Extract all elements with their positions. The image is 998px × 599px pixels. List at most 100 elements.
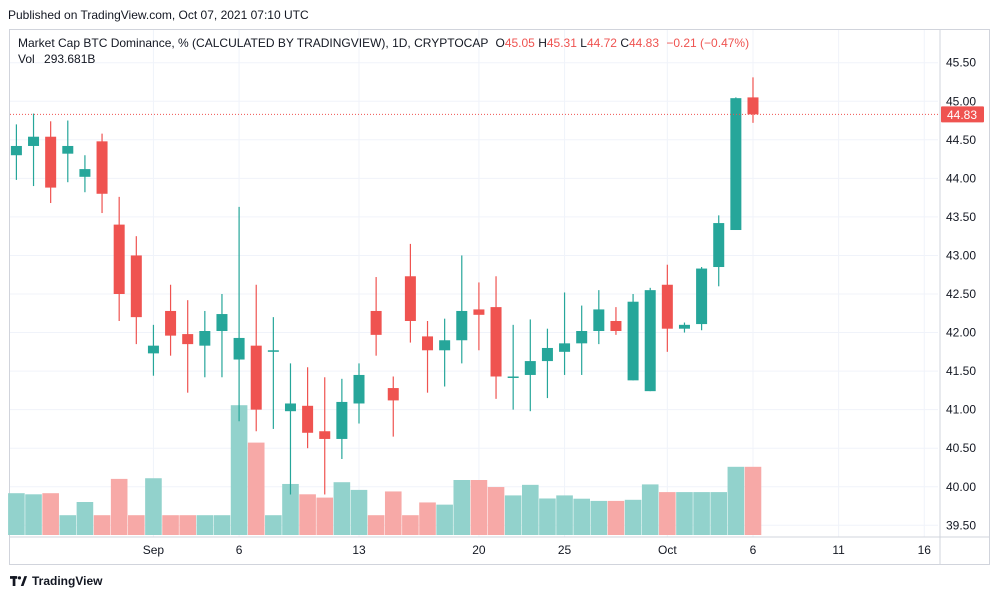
- candle-body: [644, 290, 656, 392]
- brand-name: TradingView: [32, 574, 103, 588]
- candle-body: [541, 347, 553, 362]
- volume-bar: [436, 504, 453, 535]
- x-tick-label: Sep: [143, 543, 165, 557]
- published-note: Published on TradingView.com, Oct 07, 20…: [8, 8, 309, 22]
- volume-bar: [265, 515, 282, 535]
- candle-body: [250, 345, 262, 410]
- volume-bar: [487, 487, 505, 535]
- y-tick-label: 41.50: [946, 364, 976, 378]
- volume-bar: [744, 466, 762, 535]
- y-tick-label: 43.00: [946, 248, 976, 262]
- volume-bar: [282, 483, 299, 535]
- volume-bar: [384, 491, 402, 535]
- volume-bar: [419, 502, 436, 535]
- candle-body: [267, 350, 279, 352]
- candle-body: [696, 268, 708, 325]
- candle-body: [439, 340, 451, 351]
- y-tick-label: 44.00: [946, 171, 976, 185]
- volume-bar: [659, 492, 676, 535]
- candle-body: [319, 431, 331, 439]
- x-tick-label: 6: [236, 543, 243, 557]
- footer-brand[interactable]: TradingView: [10, 574, 102, 588]
- last-price-label: 44.83: [947, 108, 977, 122]
- volume-bar: [504, 495, 522, 535]
- y-tick-label: 40.00: [946, 480, 976, 494]
- volume-bar: [316, 497, 334, 535]
- candle-body: [62, 145, 74, 154]
- candle-body: [678, 324, 690, 329]
- candle-body: [661, 284, 673, 329]
- volume-bar: [522, 484, 539, 535]
- candle-body: [370, 310, 382, 335]
- candle-body: [627, 301, 639, 381]
- y-tick-label: 39.50: [946, 518, 976, 532]
- volume-bar: [110, 478, 128, 535]
- candle-body: [130, 255, 142, 318]
- x-tick-label: 20: [472, 543, 486, 557]
- volume-bar: [333, 482, 351, 535]
- y-tick-label: 42.50: [946, 287, 976, 301]
- chart-title: Market Cap BTC Dominance, % (CALCULATED …: [18, 36, 489, 50]
- volume-bar: [607, 500, 625, 535]
- y-tick-label: 43.50: [946, 210, 976, 224]
- volume-bar: [539, 498, 556, 535]
- volume-bar: [367, 515, 385, 535]
- candle-body: [284, 403, 296, 412]
- x-tick-label: 6: [750, 543, 757, 557]
- candle-body: [302, 405, 314, 433]
- volume-value: 293.681B: [44, 52, 96, 66]
- high-label: H: [538, 36, 547, 50]
- volume-bar: [93, 515, 111, 535]
- volume-bar: [710, 492, 728, 535]
- candle-body: [10, 145, 22, 156]
- candle-body: [456, 310, 468, 341]
- candle-body: [747, 97, 759, 115]
- volume-bar: [556, 495, 573, 535]
- volume-bar: [573, 498, 590, 535]
- candle-body: [199, 331, 211, 346]
- open-label: O: [495, 36, 505, 50]
- candle-body: [730, 98, 742, 231]
- volume-bar: [162, 515, 179, 535]
- y-tick-label: 41.00: [946, 403, 976, 417]
- candle-body: [96, 141, 108, 194]
- y-tick-label: 44.50: [946, 133, 976, 147]
- volume-bar: [8, 493, 25, 535]
- high-value: 45.31: [546, 36, 577, 50]
- open-value: 45.05: [504, 36, 535, 50]
- x-tick-label: 13: [352, 543, 366, 557]
- low-value: 44.72: [586, 36, 617, 50]
- volume-bar: [727, 466, 745, 535]
- x-tick-label: 16: [918, 543, 932, 557]
- candle-body: [165, 310, 177, 336]
- volume-bar: [128, 515, 145, 535]
- candle-body: [147, 345, 159, 354]
- volume-bar: [196, 515, 214, 535]
- volume-bar: [676, 492, 693, 535]
- x-tick-label: Oct: [658, 543, 677, 557]
- change-value: −0.21 (−0.47%): [666, 36, 750, 50]
- volume-bar: [470, 480, 488, 535]
- volume-label: Vol: [18, 52, 35, 66]
- candle-body: [387, 388, 399, 401]
- candle-body: [182, 334, 194, 345]
- candle-body: [490, 307, 502, 377]
- volume-bar: [693, 492, 710, 535]
- volume-bar: [230, 405, 248, 535]
- volume-bar: [350, 489, 368, 535]
- candle-body: [713, 223, 725, 268]
- chart-frame[interactable]: [9, 29, 990, 565]
- candle-body: [610, 320, 622, 332]
- last-price-badge: [941, 106, 984, 123]
- volume-bar: [453, 480, 471, 535]
- volume-header: Vol 293.681B: [18, 51, 95, 67]
- candle-body: [353, 374, 365, 404]
- candle-body: [45, 136, 57, 188]
- volume-bar: [76, 502, 94, 535]
- y-tick-label: 45.50: [946, 56, 976, 70]
- volume-bar: [641, 484, 659, 535]
- candle-body: [28, 136, 40, 146]
- candle-body: [404, 276, 416, 321]
- volume-bar: [247, 442, 265, 535]
